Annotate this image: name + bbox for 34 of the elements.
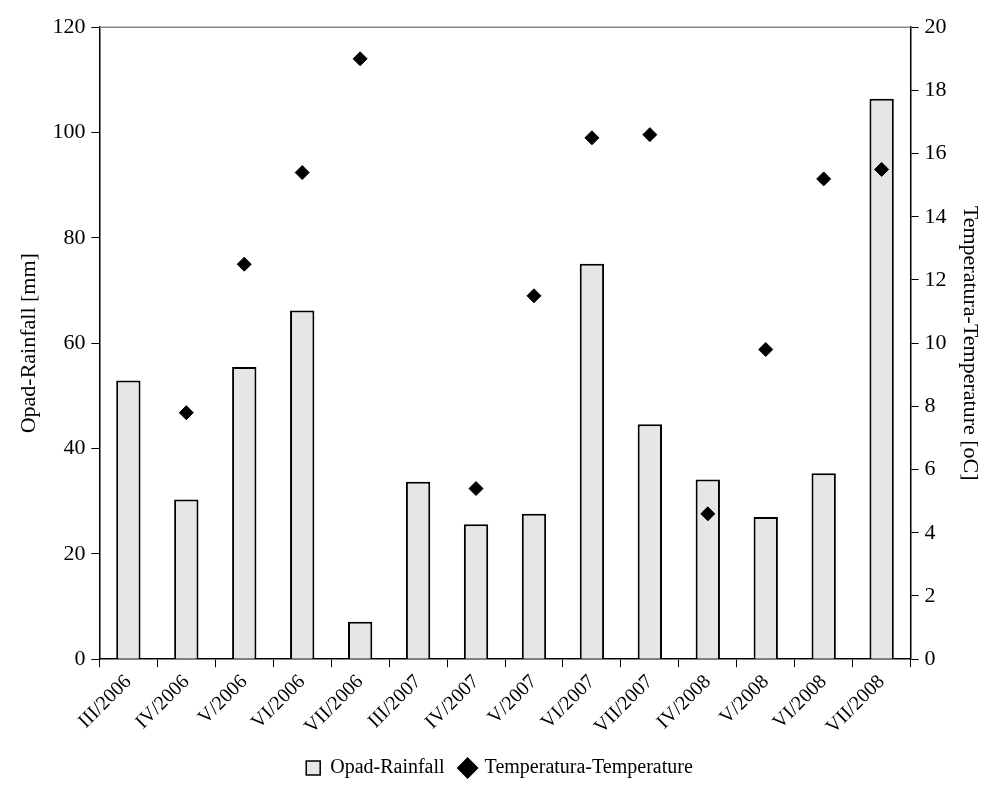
y2-tick-label: 12 <box>924 265 947 291</box>
y-tick-label: 40 <box>63 434 86 460</box>
y2-tick-label: 4 <box>924 518 936 544</box>
y2-tick-label: 14 <box>924 202 947 228</box>
point <box>584 130 600 146</box>
point <box>526 288 542 304</box>
legend-label: Opad-Rainfall <box>330 755 446 779</box>
y-tick-label: 120 <box>52 12 86 38</box>
y2-axis-title: Temperatura-Temperature [oC] <box>959 205 985 481</box>
y2-tick-label: 18 <box>924 76 947 102</box>
y2-tick-label: 6 <box>924 455 936 481</box>
point <box>758 342 774 358</box>
legend-label: Temperatura-Temperature <box>484 755 693 779</box>
point <box>816 171 832 187</box>
point <box>700 506 716 522</box>
y2-tick-label: 8 <box>924 392 936 418</box>
point <box>178 405 194 421</box>
y-tick-label: 80 <box>63 223 86 249</box>
point <box>236 256 252 272</box>
point <box>352 51 368 67</box>
y2-tick-label: 20 <box>924 12 947 38</box>
y2-tick-label: 0 <box>924 644 936 670</box>
y-tick-label: 0 <box>74 644 86 670</box>
point <box>874 161 890 177</box>
y-tick-label: 100 <box>52 118 86 144</box>
y-axis-title: Opad-Rainfall [mm] <box>14 253 40 434</box>
y2-tick-label: 10 <box>924 328 947 354</box>
y2-tick-label: 2 <box>924 581 936 607</box>
point <box>468 481 484 497</box>
y-tick-label: 20 <box>63 539 86 565</box>
point <box>294 165 310 181</box>
point <box>642 127 658 143</box>
y2-tick-label: 16 <box>924 139 947 165</box>
y-tick-label: 60 <box>63 328 86 354</box>
